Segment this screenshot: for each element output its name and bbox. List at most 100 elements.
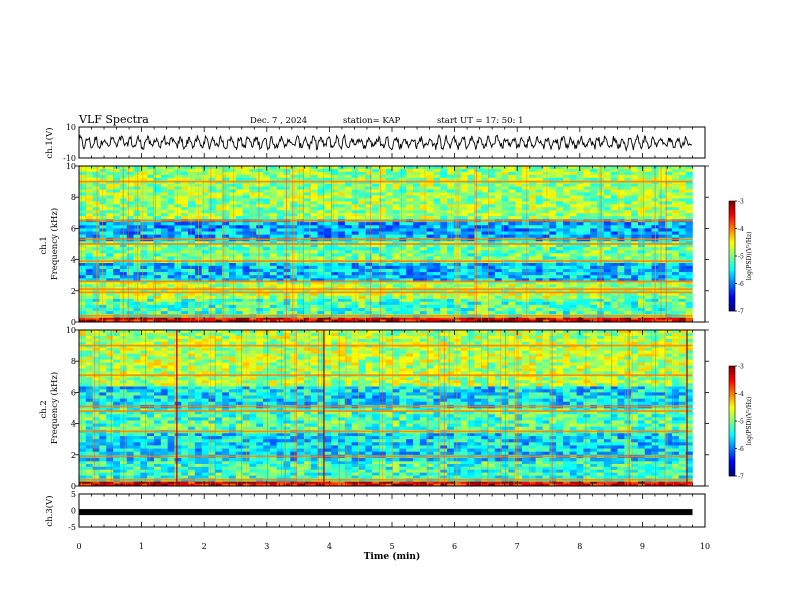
spectrogram-cell xyxy=(603,192,611,196)
spectrogram-cell xyxy=(678,253,686,257)
spectrogram-cell xyxy=(453,189,462,193)
spectrogram-cell xyxy=(242,298,250,303)
spectrogram-cell xyxy=(99,253,107,257)
spectrogram-cell xyxy=(249,262,257,267)
spectrogram-cell xyxy=(528,256,537,260)
spectrogram-cell xyxy=(610,317,618,320)
spectrogram-cell xyxy=(160,222,168,226)
spectrogram-cell xyxy=(440,225,448,229)
spectrogram-cell xyxy=(487,231,496,235)
spectrogram-cell xyxy=(228,228,237,232)
spectrogram-cell xyxy=(597,292,605,297)
spectrogram-cell xyxy=(126,244,134,248)
spectrogram-cell xyxy=(433,183,441,187)
spectrogram-cell xyxy=(228,201,237,205)
spectrogram-cell xyxy=(501,295,509,299)
spectrogram-cell xyxy=(406,247,414,251)
spectrogram-cell xyxy=(385,256,393,260)
spectrogram-cell xyxy=(597,247,605,251)
spectrogram-cell xyxy=(228,317,237,320)
spectrogram-cell xyxy=(556,207,564,211)
spectrogram-cell xyxy=(263,284,271,288)
spectrogram-cell xyxy=(113,311,121,315)
spectrogram-cell xyxy=(426,231,434,235)
spectrogram-cell xyxy=(92,213,100,217)
spectrogram-cell xyxy=(92,295,100,299)
spectrogram-cell xyxy=(85,186,93,190)
spectrogram-cell xyxy=(569,253,577,257)
spectrogram-cell xyxy=(419,183,427,187)
spectrogram-cell xyxy=(392,240,400,245)
spectrogram-cell xyxy=(263,311,271,315)
spectrogram-cell xyxy=(92,234,100,239)
spectrogram-cell xyxy=(99,281,107,285)
spectrogram-cell xyxy=(399,240,407,245)
spectrogram-cell xyxy=(324,284,332,288)
spectrogram-cell xyxy=(494,166,502,170)
spectrogram-cell xyxy=(453,213,462,217)
spectrogram-cell xyxy=(153,183,162,187)
spectrogram-cell xyxy=(535,278,543,282)
spectrogram-cell xyxy=(153,295,162,299)
spectrogram-cell xyxy=(556,247,564,251)
spectrogram-cell xyxy=(535,265,543,270)
spectrogram-cell xyxy=(678,198,686,202)
spectrogram-cell xyxy=(79,307,87,312)
spectrogram-cell xyxy=(344,301,352,306)
spectrogram-cell xyxy=(174,189,182,193)
spectrogram-cell xyxy=(549,244,557,248)
spectrogram-cell xyxy=(113,292,121,297)
spectrogram-cell xyxy=(147,317,155,320)
spectrogram-cell xyxy=(433,168,441,173)
spectrogram-cell xyxy=(242,292,250,297)
spectrogram-cell xyxy=(283,166,291,170)
spectrogram-cell xyxy=(106,284,114,288)
spectrogram-cell xyxy=(460,189,468,193)
spectrogram-cell xyxy=(399,304,407,309)
spectrogram-cell xyxy=(528,198,537,202)
spectrogram-cell xyxy=(242,186,250,190)
spectrogram-cell xyxy=(215,171,223,176)
spectrogram-cell xyxy=(460,198,468,202)
spectrogram-cell xyxy=(576,253,584,257)
spectrogram-cell xyxy=(685,295,693,299)
spectrogram-cell xyxy=(685,272,693,276)
spectrogram-cell xyxy=(249,222,257,226)
spectrogram-cell xyxy=(174,204,182,208)
spectrogram-cell xyxy=(447,317,455,320)
spectrogram-cell xyxy=(508,319,516,323)
spectrogram-cell xyxy=(494,247,502,251)
spectrogram-cell xyxy=(113,204,121,208)
spectrogram-cell xyxy=(160,183,168,187)
spectrogram-cell xyxy=(583,275,591,279)
spectrogram-cell xyxy=(392,275,400,279)
spectrogram-cell xyxy=(467,244,475,248)
spectrogram-cell xyxy=(344,268,352,273)
spectrogram-cell xyxy=(665,228,673,232)
spectrogram-cell xyxy=(556,213,564,217)
spectrogram-cell xyxy=(317,298,325,303)
spectrogram-cell xyxy=(153,298,162,303)
spectrogram-cell xyxy=(338,247,346,251)
spectrogram-cell xyxy=(235,225,243,229)
spectrogram-cell xyxy=(365,268,373,273)
spectrogram-cell xyxy=(113,284,121,288)
spectrogram-cell xyxy=(228,210,237,214)
spectrogram-cell xyxy=(433,231,441,235)
spectrogram-cell xyxy=(617,189,625,193)
spectrogram-cell xyxy=(610,247,618,251)
spectrogram-cell xyxy=(133,198,141,202)
spectrogram-cell xyxy=(133,204,141,208)
spectrogram-cell xyxy=(256,304,264,309)
spectrogram-cell xyxy=(392,186,400,190)
impulse-streak xyxy=(258,166,260,322)
spectrogram-cell xyxy=(269,301,277,306)
spectrogram-cell xyxy=(474,311,482,315)
spectrogram-cell xyxy=(603,216,611,220)
spectrogram-cell xyxy=(556,262,564,267)
spectrogram-cell xyxy=(113,234,121,239)
spectrogram-cell xyxy=(535,222,543,226)
spectrogram-cell xyxy=(208,183,216,187)
spectrogram-cell xyxy=(317,195,325,199)
spectrogram-cell xyxy=(624,319,632,323)
